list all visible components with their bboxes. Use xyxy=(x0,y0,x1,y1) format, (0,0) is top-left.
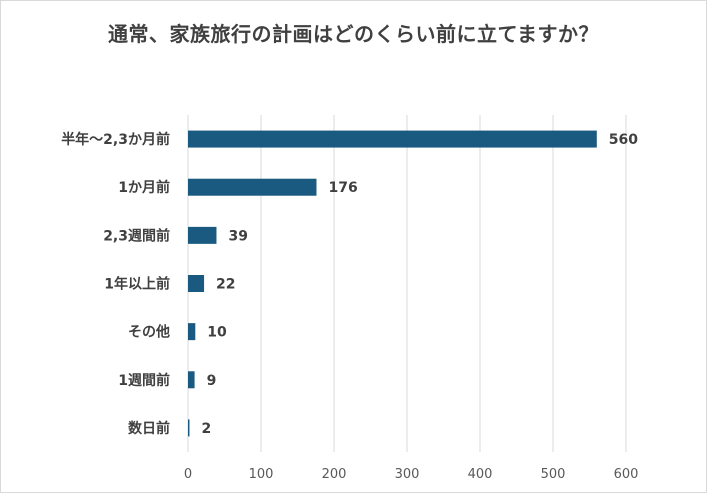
x-tick-label: 300 xyxy=(395,467,420,482)
bar xyxy=(188,371,195,389)
x-tick-label: 400 xyxy=(468,467,493,482)
category-label: 2,3週間前 xyxy=(103,227,170,244)
gridlines xyxy=(187,115,627,452)
category-label: 1年以上前 xyxy=(104,276,170,293)
x-tick-label: 200 xyxy=(322,467,347,482)
category-label: 数日前 xyxy=(128,420,170,437)
x-axis-ticks: 0 100 200 300 400 500 600 xyxy=(184,467,639,482)
bar xyxy=(188,275,205,292)
x-tick-label: 500 xyxy=(541,467,566,482)
x-tick-label: 0 xyxy=(184,467,192,482)
data-label: 176 xyxy=(328,180,357,196)
category-label: その他 xyxy=(128,324,170,341)
data-label: 10 xyxy=(207,325,227,341)
data-label: 560 xyxy=(609,132,638,148)
value-labels: 560 176 39 22 10 9 2 xyxy=(201,132,638,437)
data-label: 22 xyxy=(216,277,235,293)
data-label: 2 xyxy=(201,421,211,437)
category-label: 半年～2,3か月前 xyxy=(61,131,170,148)
bar xyxy=(188,226,217,244)
data-label: 39 xyxy=(228,228,247,244)
bar xyxy=(188,178,317,196)
bar xyxy=(188,323,196,341)
data-label: 9 xyxy=(207,373,217,389)
x-tick-label: 100 xyxy=(249,467,274,482)
category-label: 1か月前 xyxy=(118,179,170,196)
bar xyxy=(188,419,190,437)
category-label: 1週間前 xyxy=(118,372,170,389)
x-tick-label: 600 xyxy=(614,467,639,482)
bar xyxy=(188,130,597,148)
chart-title: 通常、家族旅行の計画はどのくらい前に立てますか？ xyxy=(108,22,599,46)
bars xyxy=(188,130,597,437)
